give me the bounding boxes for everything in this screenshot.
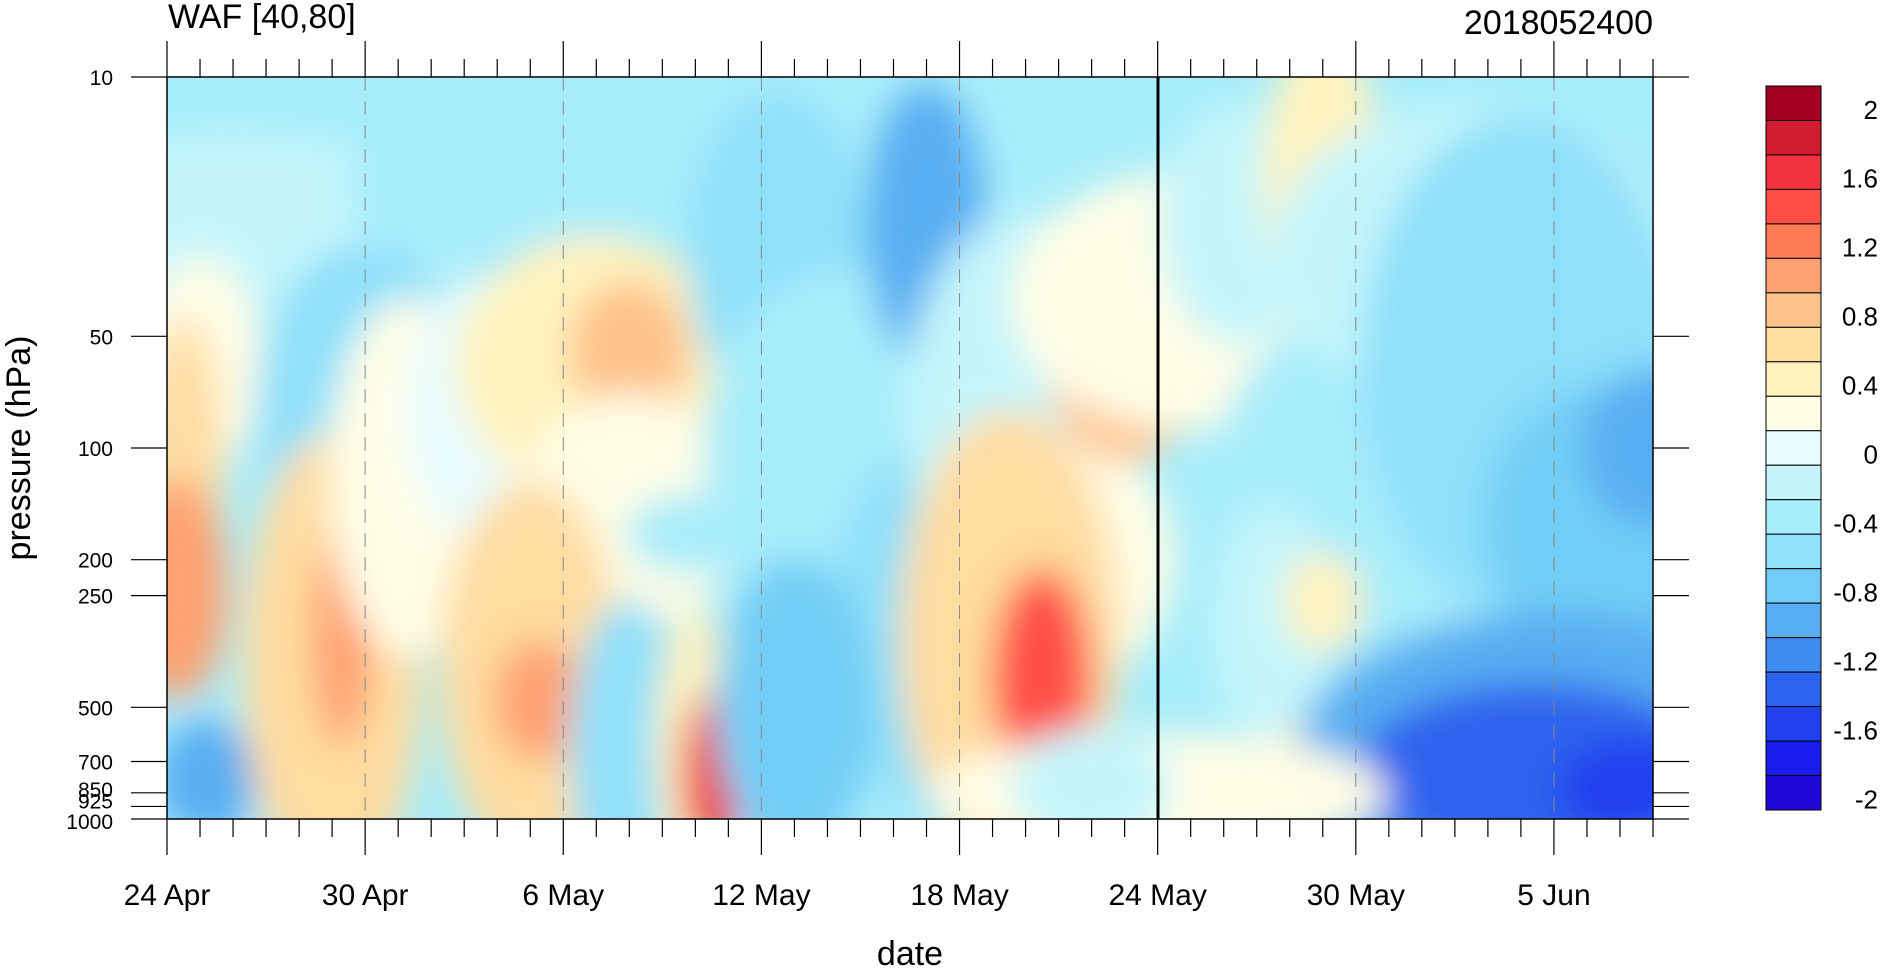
colorbar-label: 1.6: [1842, 164, 1878, 194]
colorbar-swatch: [1765, 292, 1822, 328]
y-tick-label: 500: [78, 697, 113, 720]
y-tick-label: 100: [78, 438, 113, 461]
y-tick-label: 50: [90, 326, 113, 349]
colorbar-label: -0.4: [1833, 508, 1878, 538]
x-tick-label: 24 Apr: [124, 879, 211, 912]
y-tick-label: 925: [78, 790, 113, 813]
colorbar-swatch: [1765, 602, 1822, 639]
colorbar-label: -1.6: [1833, 715, 1878, 745]
colorbar: 2 1.6 1.2 0.8 0.4 0 -0.4 -0.8 -1.2 -1.6 -2: [1765, 85, 1878, 814]
contour-region: [167, 718, 257, 819]
chart-date-stamp: 2018052400: [1464, 4, 1653, 42]
contour-region: [167, 479, 227, 700]
x-tick-label: 5 Jun: [1517, 879, 1590, 912]
contour-region: [714, 557, 875, 819]
contour-region: [1011, 727, 1172, 819]
colorbar-swatch: [1765, 188, 1822, 225]
x-tick-label: 18 May: [910, 879, 1008, 912]
x-axis: 24 Apr 30 Apr 6 May 12 May 18 May 24 May 30 Ma…: [124, 41, 1654, 912]
colorbar-swatch: [1765, 499, 1822, 535]
colorbar-swatch: [1765, 568, 1822, 604]
colorbar-swatch: [1765, 430, 1822, 466]
y-tick-label: 1000: [66, 811, 113, 834]
colorbar-swatch: [1765, 361, 1822, 397]
y-tick-label: 200: [78, 550, 113, 573]
colorbar-swatch: [1765, 223, 1822, 259]
contour-region: [569, 281, 690, 422]
colorbar-swatch: [1765, 464, 1822, 501]
y-tick-label: 700: [78, 752, 113, 775]
x-tick-label: 30 May: [1307, 879, 1405, 912]
contour-region: [1556, 738, 1653, 819]
colorbar-label: 0.4: [1842, 371, 1878, 401]
colorbar-swatch: [1765, 775, 1822, 811]
x-tick-label: 6 May: [522, 879, 604, 912]
colorbar-swatch: [1765, 154, 1822, 190]
colorbar-swatch: [1765, 740, 1822, 777]
chart-title: WAF [40,80]: [168, 0, 356, 36]
colorbar-label: 0: [1864, 440, 1878, 470]
colorbar-label: -2: [1855, 784, 1878, 814]
colorbar-swatch: [1765, 706, 1822, 742]
colorbar-swatch: [1765, 326, 1822, 363]
colorbar-swatch: [1765, 637, 1822, 673]
x-axis-title: date: [877, 935, 943, 968]
contour-region: [1583, 368, 1653, 528]
contour-region: [347, 98, 648, 279]
y-tick-label: 850: [78, 779, 113, 802]
colorbar-label: 0.8: [1842, 302, 1878, 332]
contour-field: [167, 77, 1653, 819]
colorbar-swatch: [1765, 119, 1822, 156]
x-tick-label: 12 May: [712, 879, 810, 912]
colorbar-label: 1.2: [1842, 233, 1878, 263]
colorbar-swatch: [1765, 533, 1822, 570]
colorbar-label: 2: [1864, 95, 1878, 125]
colorbar-swatch: [1765, 85, 1822, 121]
x-tick-label: 30 Apr: [322, 879, 409, 912]
colorbar-label: -1.2: [1833, 646, 1878, 676]
colorbar-swatch: [1765, 671, 1822, 708]
contour-region: [1282, 551, 1363, 652]
colorbar-label: -0.8: [1833, 577, 1878, 607]
y-tick-label: 10: [90, 67, 113, 90]
contour-region: [495, 640, 586, 761]
x-tick-label: 24 May: [1108, 879, 1206, 912]
y-axis-title: pressure (hPa): [0, 336, 38, 561]
y-tick-label: 250: [78, 586, 113, 609]
colorbar-swatch: [1765, 257, 1822, 294]
contour-region: [1357, 682, 1653, 819]
colorbar-swatch: [1765, 395, 1822, 432]
